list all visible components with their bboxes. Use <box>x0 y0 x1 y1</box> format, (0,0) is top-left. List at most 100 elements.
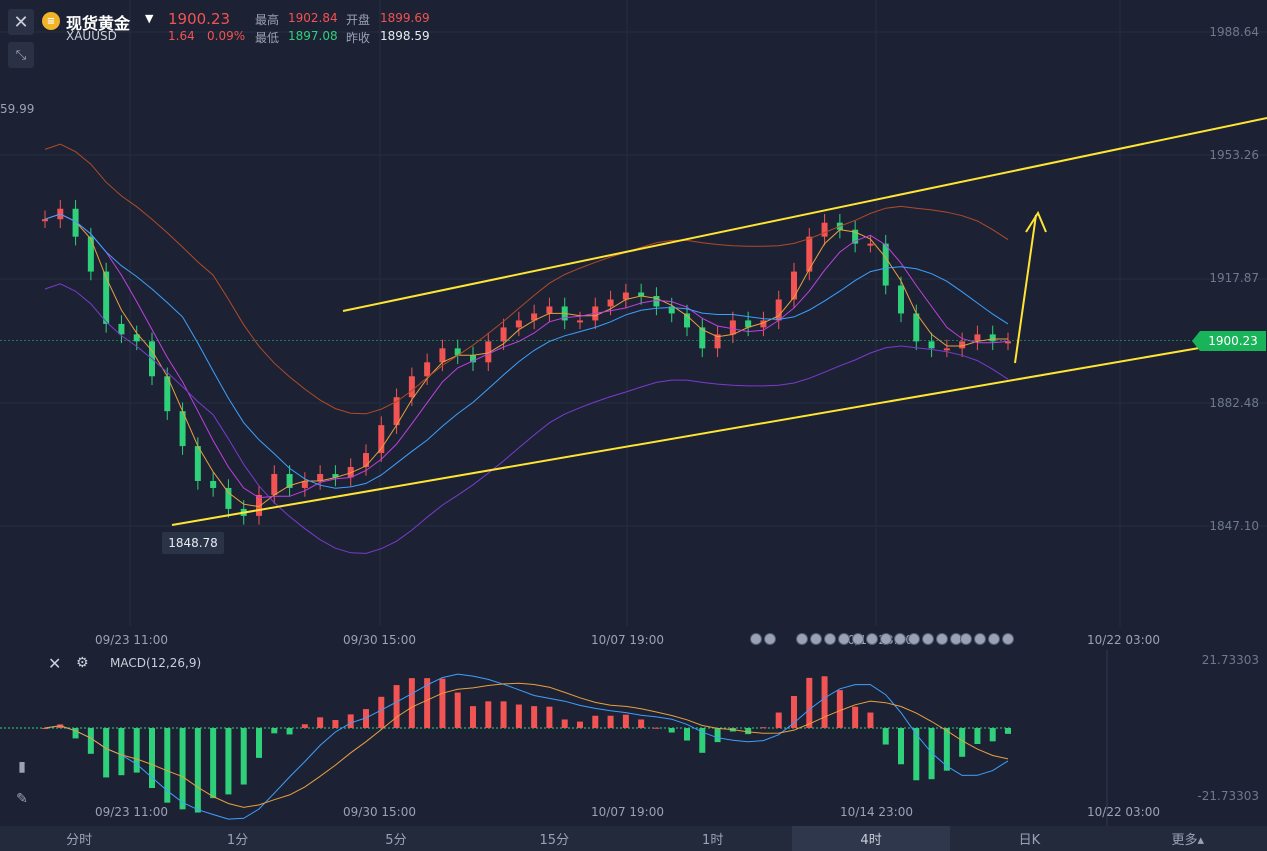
event-markers[interactable] <box>796 633 962 647</box>
tab-4hour[interactable]: 4时 <box>791 826 951 851</box>
candle <box>791 271 797 300</box>
candle <box>577 320 583 323</box>
moving-average-line <box>44 213 1008 508</box>
macd-bar <box>653 727 660 729</box>
macd-bar <box>913 728 920 781</box>
macd-bar <box>103 728 110 778</box>
macd-bar <box>439 678 446 728</box>
candle <box>332 473 339 478</box>
candle <box>959 341 966 349</box>
macd-bar <box>561 719 568 728</box>
y-tick: 1917.87 <box>1209 271 1259 285</box>
candle <box>653 295 660 307</box>
macd-chart[interactable] <box>0 650 1267 826</box>
pen-icon[interactable]: ✎ <box>16 791 28 807</box>
candle <box>454 348 461 356</box>
candle <box>72 208 79 237</box>
macd-bar <box>714 728 721 743</box>
candle <box>668 306 675 314</box>
macd-bar <box>836 690 843 728</box>
macd-bar <box>806 677 813 728</box>
candles-icon[interactable]: ▮ <box>18 759 26 775</box>
candle <box>867 243 874 246</box>
timeframe-tabs: 分时 1分 5分 15分 1时 4时 日K 更多▴ <box>0 826 1267 851</box>
macd-bar <box>72 728 79 739</box>
macd-bar <box>867 712 874 728</box>
tab-timeshare[interactable]: 分时 <box>66 833 93 848</box>
close-icon: ✕ <box>13 11 29 33</box>
macd-bar <box>317 717 324 728</box>
x-tick: 09/30 15:00 <box>343 805 416 819</box>
candle <box>271 473 278 495</box>
macd-bar <box>745 728 752 735</box>
candle <box>821 222 828 237</box>
candle <box>913 313 920 342</box>
tab-15min[interactable]: 15分 <box>539 833 570 848</box>
macd-bar <box>852 706 859 728</box>
macd-bar <box>546 706 553 728</box>
x-tick: 10/14 23:00 <box>840 805 913 819</box>
candle <box>179 411 186 447</box>
macd-bar <box>210 728 217 799</box>
macd-bar <box>959 728 966 757</box>
candle <box>286 473 293 488</box>
macd-y-top: 21.73303 <box>1201 653 1259 667</box>
macd-bar <box>133 728 140 773</box>
macd-bar <box>638 719 645 728</box>
low-label: 最低 <box>255 31 280 45</box>
event-markers[interactable] <box>960 633 1014 647</box>
high-value: 1902.84 <box>288 11 338 25</box>
x-tick: 10/07 19:00 <box>591 805 664 819</box>
macd-bar <box>42 728 48 729</box>
macd-bar <box>378 696 385 728</box>
tab-5min[interactable]: 5分 <box>385 833 407 848</box>
candle <box>210 480 217 488</box>
candle <box>118 323 125 335</box>
event-markers[interactable] <box>750 633 776 647</box>
candle <box>882 243 889 286</box>
shrink-button[interactable]: ⤡ <box>8 42 34 68</box>
candle <box>194 446 201 481</box>
candle <box>225 487 232 509</box>
x-tick: 09/30 15:00 <box>343 633 416 647</box>
close-indicator-icon[interactable]: ✕ <box>48 654 62 673</box>
settings-icon[interactable]: ⚙ <box>76 655 89 671</box>
macd-bar <box>668 728 675 733</box>
macd-bar <box>775 712 782 728</box>
macd-bar <box>286 728 293 735</box>
candle <box>729 320 736 335</box>
macd-bar <box>592 715 599 728</box>
tab-daily[interactable]: 日K <box>1018 833 1041 848</box>
tab-1hour[interactable]: 1时 <box>702 833 724 848</box>
candle <box>531 313 538 321</box>
upper-trendline <box>342 117 1267 312</box>
price-chart[interactable] <box>0 0 1267 650</box>
instrument-title[interactable]: 现货黄金 <box>66 14 131 33</box>
macd-bar <box>194 728 201 813</box>
price-change-pct: 0.09% <box>207 29 246 43</box>
candle <box>852 229 859 244</box>
tab-1min[interactable]: 1分 <box>226 833 249 848</box>
candle <box>1005 341 1011 344</box>
candle <box>760 320 767 328</box>
macd-bar <box>577 721 583 728</box>
macd-bar <box>179 728 186 810</box>
low-price-marker: 1848.78 <box>162 532 224 554</box>
x-tick: 10/22 03:00 <box>1087 633 1160 647</box>
candle <box>699 327 706 349</box>
candle <box>607 299 614 307</box>
macd-bar <box>760 727 767 729</box>
candle <box>745 320 752 328</box>
macd-bar <box>882 728 889 745</box>
candle <box>317 473 324 481</box>
candle <box>133 334 140 342</box>
x-tick: 09/23 11:00 <box>95 805 168 819</box>
dif-line <box>44 673 1009 820</box>
y-tick: 1882.48 <box>1209 396 1259 410</box>
close-button[interactable]: ✕ <box>8 9 34 35</box>
tab-more[interactable]: 更多▴ <box>1171 833 1205 848</box>
chevron-down-icon[interactable]: ▼ <box>145 12 154 25</box>
macd-bar <box>684 728 690 741</box>
candle <box>470 355 476 363</box>
macd-bar <box>225 728 232 795</box>
